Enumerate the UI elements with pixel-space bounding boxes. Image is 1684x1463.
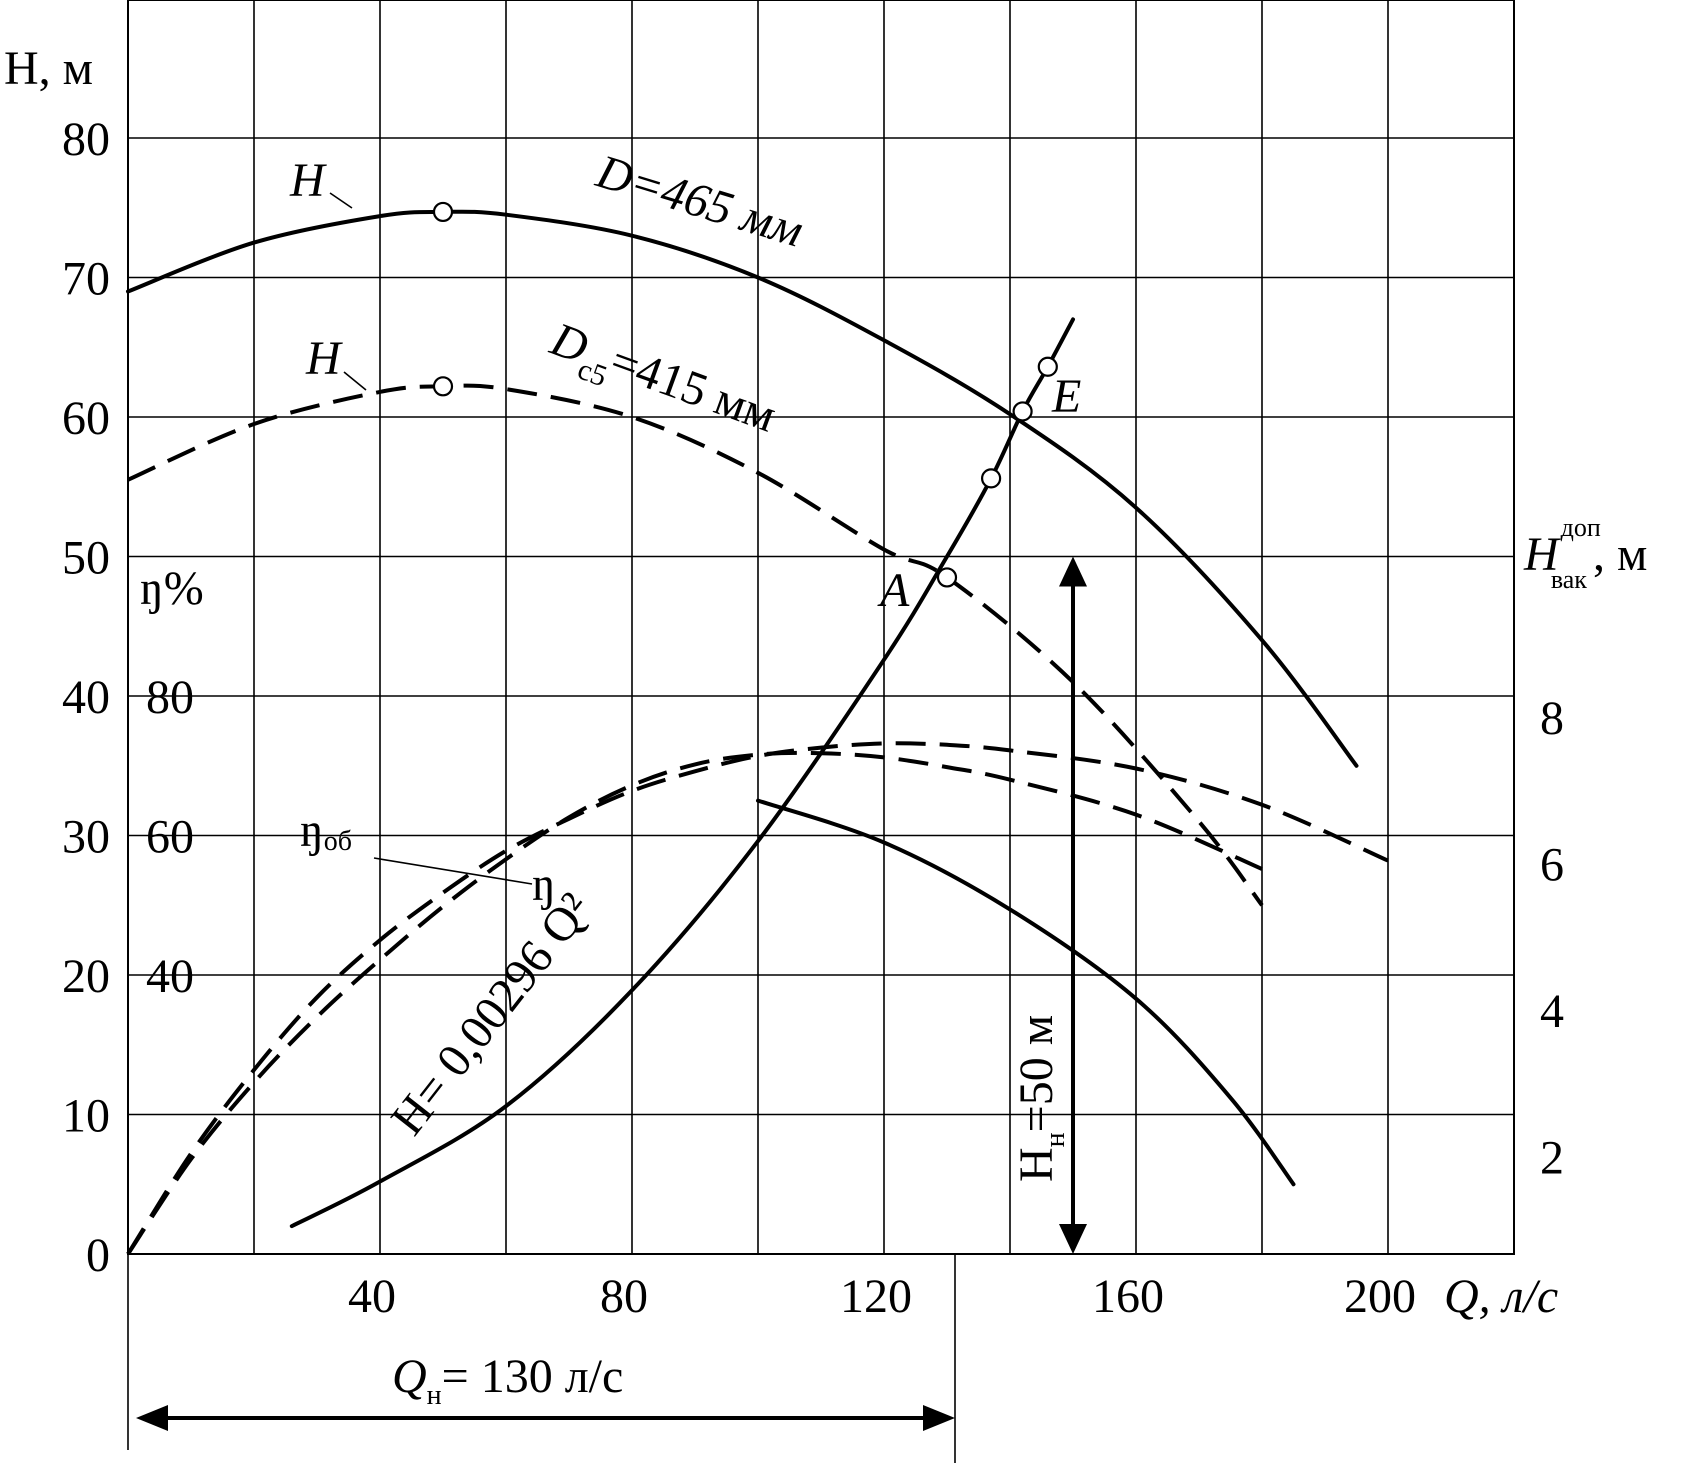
label-system-curve: H= 0,00296 Q² <box>381 883 602 1145</box>
right-tick-labels: 2 4 6 8 <box>1540 692 1564 1184</box>
pressure-label: Hн=50 м <box>1010 1015 1071 1182</box>
pressure-arrow-head-bottom <box>1059 1224 1087 1254</box>
y-tick-label: 80 <box>62 113 110 166</box>
pressure-arrow-head-top <box>1059 556 1087 587</box>
right-tick-label: 8 <box>1540 692 1564 745</box>
point-label-e: E <box>1051 370 1081 423</box>
curve-eta <box>126 750 1263 1256</box>
right-axis-label: Hдоп вак, м <box>1523 513 1647 594</box>
plot-frame <box>127 0 1515 1255</box>
curve-point-marker <box>432 201 454 223</box>
y-tick-label: 0 <box>86 1229 110 1282</box>
label-eta: ŋ <box>532 858 556 911</box>
flow-arrow-head-right <box>923 1405 955 1431</box>
curve-h-415 <box>127 383 1264 907</box>
label-d-415: Dс5=415 мм <box>540 312 783 452</box>
x-tick-label: 160 <box>1092 1270 1164 1323</box>
curve-point-marker <box>432 376 454 397</box>
x-tick-label: 80 <box>600 1270 648 1323</box>
y-tick-label: 70 <box>62 253 110 306</box>
curve-point-marker <box>1037 356 1058 377</box>
y-axis-label: H, м <box>4 42 93 95</box>
y-tick-label: 50 <box>62 532 110 585</box>
label-h-415: H <box>305 332 343 385</box>
chart-grid <box>127 0 1515 1255</box>
flow-arrow <box>127 1254 956 1463</box>
curve-h-465 <box>126 209 1359 768</box>
right-tick-label: 6 <box>1540 838 1564 891</box>
point-label-a: A <box>877 564 910 617</box>
label-d-465: D=465 мм <box>590 145 810 258</box>
chart-markers <box>432 201 1058 588</box>
eta-axis-label: ŋ% <box>140 562 204 615</box>
eta-tick-label: 40 <box>146 950 194 1003</box>
y-tick-label: 60 <box>62 392 110 445</box>
flow-arrow-head-left <box>136 1405 168 1431</box>
eta-tick-labels: 40 60 80 <box>146 671 194 1003</box>
x-tick-label: 200 <box>1344 1270 1416 1323</box>
x-tick-label: 120 <box>840 1270 912 1323</box>
pressure-arrow <box>1059 556 1087 1254</box>
curve-vacuum-head <box>756 798 1296 1187</box>
curve-point-marker <box>936 567 958 588</box>
flow-label: Qн= 130 л/с <box>392 1350 623 1411</box>
curve-eta-ob <box>126 741 1389 1256</box>
y-tick-labels: 0 10 20 30 40 50 60 70 80 <box>62 113 110 1282</box>
label-eta-ob: ŋоб <box>300 804 352 857</box>
curve-point-marker <box>980 468 1002 489</box>
y-tick-label: 40 <box>62 671 110 724</box>
x-tick-label: 40 <box>348 1270 396 1323</box>
x-axis-label: Q, л/с <box>1444 1270 1558 1323</box>
chart-curves <box>126 209 1389 1256</box>
eta-tick-label: 60 <box>146 811 194 864</box>
curve-point-marker <box>1012 401 1033 422</box>
right-tick-label: 2 <box>1540 1131 1564 1184</box>
x-tick-labels: 40 80 120 160 200 <box>348 1270 1416 1323</box>
y-tick-label: 30 <box>62 811 110 864</box>
eta-tick-label: 80 <box>146 671 194 724</box>
label-h-465: H <box>289 154 327 207</box>
right-tick-label: 4 <box>1540 985 1564 1038</box>
y-tick-label: 10 <box>62 1090 110 1143</box>
y-tick-label: 20 <box>62 950 110 1003</box>
